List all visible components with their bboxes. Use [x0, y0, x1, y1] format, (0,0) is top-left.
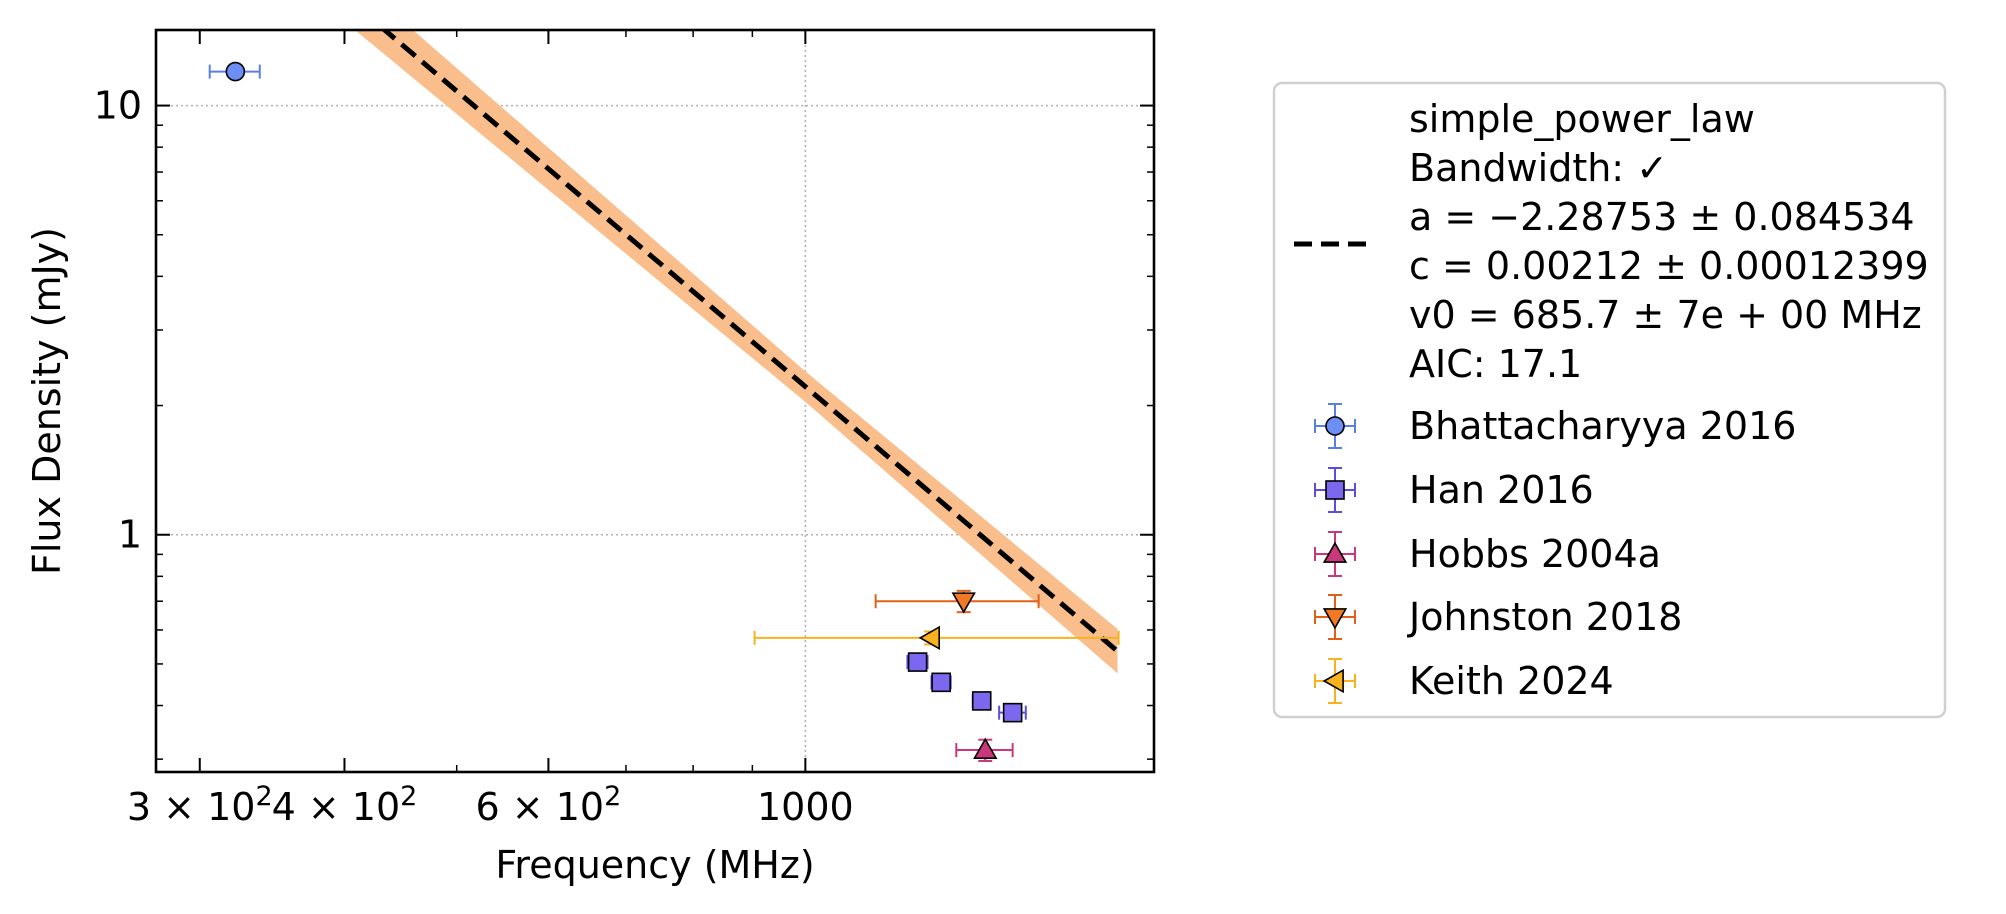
y-axis-label: Flux Density (mJy)	[25, 227, 69, 575]
legend-fit-v0: v0 = 685.7 ± 7e + 00 MHz	[1409, 293, 1922, 337]
data-point	[973, 737, 998, 759]
data-point	[931, 672, 951, 693]
data-point	[225, 61, 246, 82]
legend-marker	[1322, 668, 1344, 694]
data-point	[971, 691, 992, 711]
data-point	[1002, 702, 1023, 723]
legend-label: Johnston 2018	[1407, 595, 1682, 639]
x-tick-label: 1000	[757, 785, 854, 829]
legend-marker	[1325, 416, 1345, 436]
legend-entry: Bhattacharyya 2016	[1314, 403, 1796, 449]
series-han-2016	[906, 652, 1027, 723]
legend-fit-model: simple_power_law	[1409, 97, 1755, 141]
legend-label: Hobbs 2004a	[1409, 532, 1661, 576]
legend-fit-bandwidth: Bandwidth: ✓	[1409, 146, 1668, 190]
y-tick-label: 10	[94, 84, 142, 128]
data-point	[951, 592, 976, 614]
fit-band	[354, 30, 1118, 674]
x-tick-label: 3 × 102	[127, 781, 273, 829]
legend-label: Han 2016	[1409, 468, 1594, 512]
legend-marker	[1322, 608, 1348, 630]
series-johnston-2018	[874, 589, 1040, 614]
series-keith-2024	[753, 625, 1120, 651]
legend-entry: Hobbs 2004a	[1314, 531, 1661, 577]
x-tick-label: 4 × 102	[272, 781, 418, 829]
fit-line-path	[380, 30, 1120, 654]
data-point	[918, 625, 940, 651]
x-tick-label: 6 × 102	[476, 781, 622, 829]
legend-fit-aic: AIC: 17.1	[1409, 342, 1582, 386]
legend-marker	[1325, 480, 1345, 500]
fit-line	[380, 30, 1120, 654]
data-point	[907, 652, 928, 672]
series-bhattacharyya-2016	[208, 61, 261, 82]
fit-uncertainty-band	[354, 30, 1118, 674]
legend-box	[1272, 81, 1947, 719]
legend-label: Keith 2024	[1409, 659, 1614, 703]
data-points	[208, 61, 1120, 763]
legend-label: Bhattacharyya 2016	[1409, 404, 1796, 448]
legend-fit-a: a = −2.28753 ± 0.084534	[1409, 195, 1915, 239]
legend-entry: Han 2016	[1314, 467, 1594, 513]
x-axis-label: Frequency (MHz)	[495, 843, 814, 887]
legend-fit-c: c = 0.00212 ± 0.00012399	[1409, 244, 1929, 288]
legend-entry: Keith 2024	[1314, 658, 1614, 704]
legend-entry: Johnston 2018	[1314, 594, 1682, 640]
legend-marker	[1322, 541, 1348, 563]
legend: simple_power_law Bandwidth: ✓ a = −2.287…	[1272, 81, 1947, 719]
y-tick-label: 1	[118, 513, 142, 557]
y-axis: 1 10	[94, 84, 1154, 760]
grid	[156, 30, 1154, 772]
plot-frame	[154, 28, 1156, 774]
series-hobbs-2004a	[955, 737, 1014, 763]
